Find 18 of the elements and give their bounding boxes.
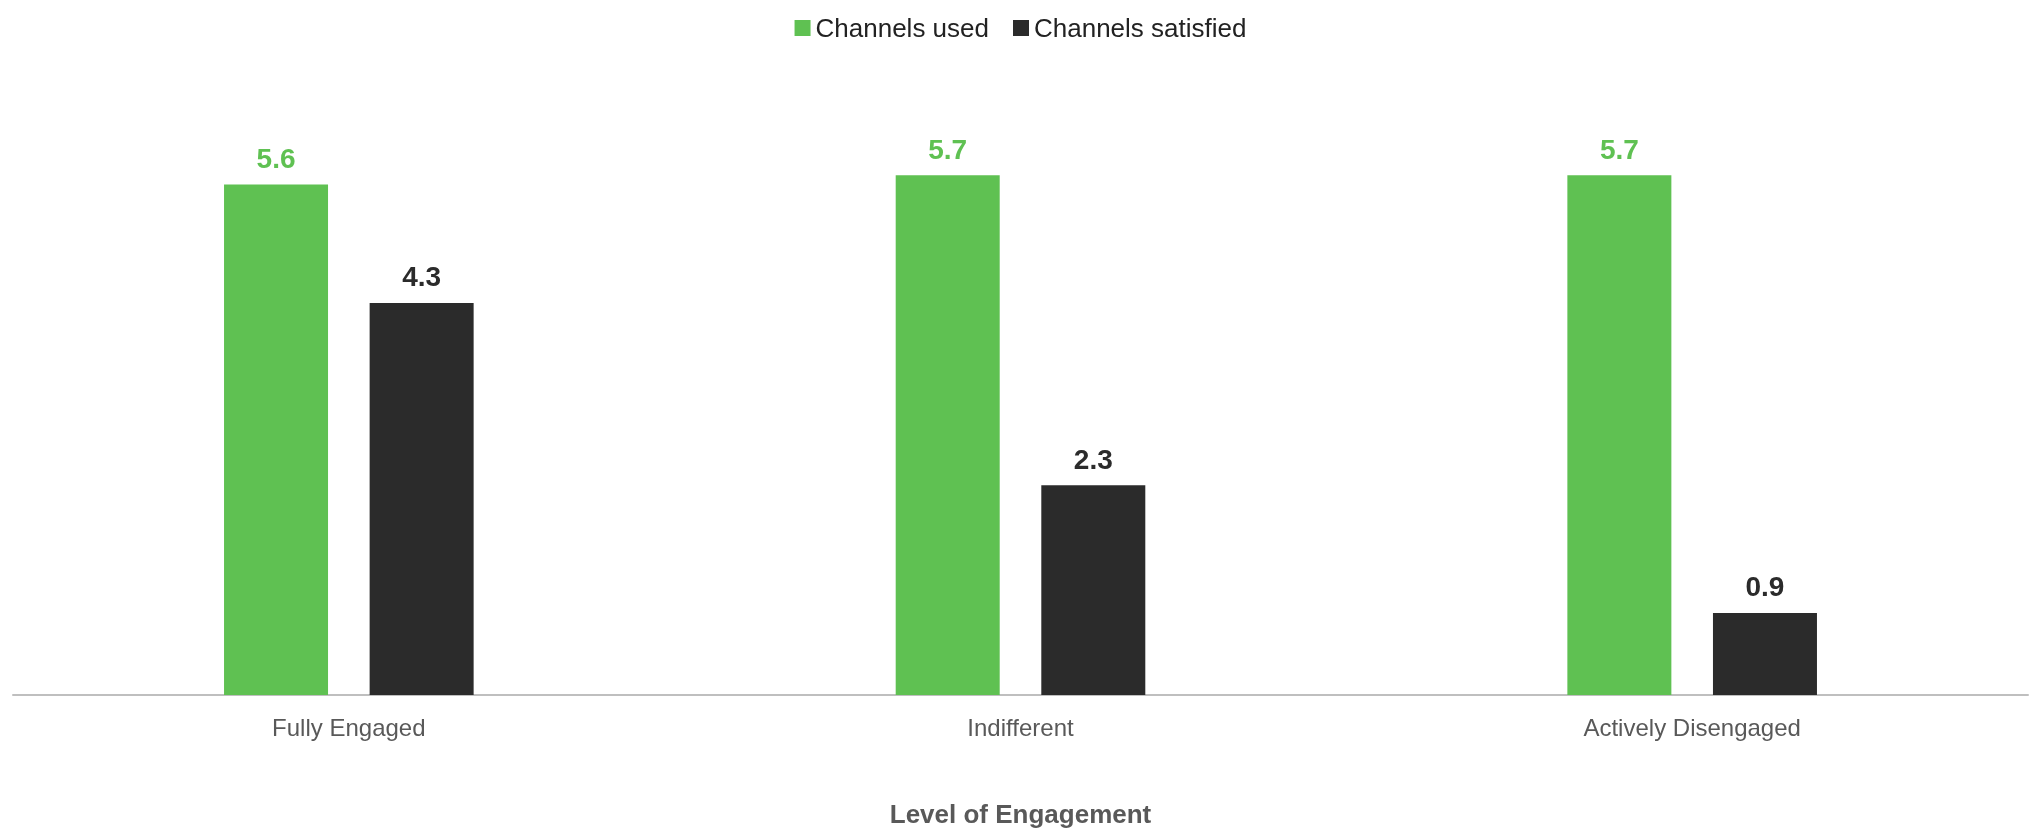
- legend-label: Channels used: [815, 13, 990, 43]
- bar: [1712, 612, 1817, 695]
- bar: [1567, 175, 1672, 695]
- bar: [224, 184, 329, 695]
- bar: [1041, 485, 1146, 695]
- x-axis-title: Level of Engagement: [889, 799, 1152, 829]
- x-tick-label: Indifferent: [967, 713, 1074, 741]
- data-label: 5.7: [928, 133, 968, 165]
- x-tick-label: Actively Disengaged: [1583, 713, 1801, 741]
- data-label: 4.3: [402, 261, 442, 293]
- legend-label: Channels satisfied: [1034, 13, 1247, 43]
- bar: [895, 175, 1000, 695]
- data-label: 0.9: [1745, 571, 1785, 603]
- x-tick-label: Fully Engaged: [272, 713, 426, 741]
- data-label: 5.7: [1599, 133, 1639, 165]
- data-label: 2.3: [1073, 443, 1113, 475]
- data-label: 5.6: [256, 142, 296, 174]
- bar: [369, 302, 474, 695]
